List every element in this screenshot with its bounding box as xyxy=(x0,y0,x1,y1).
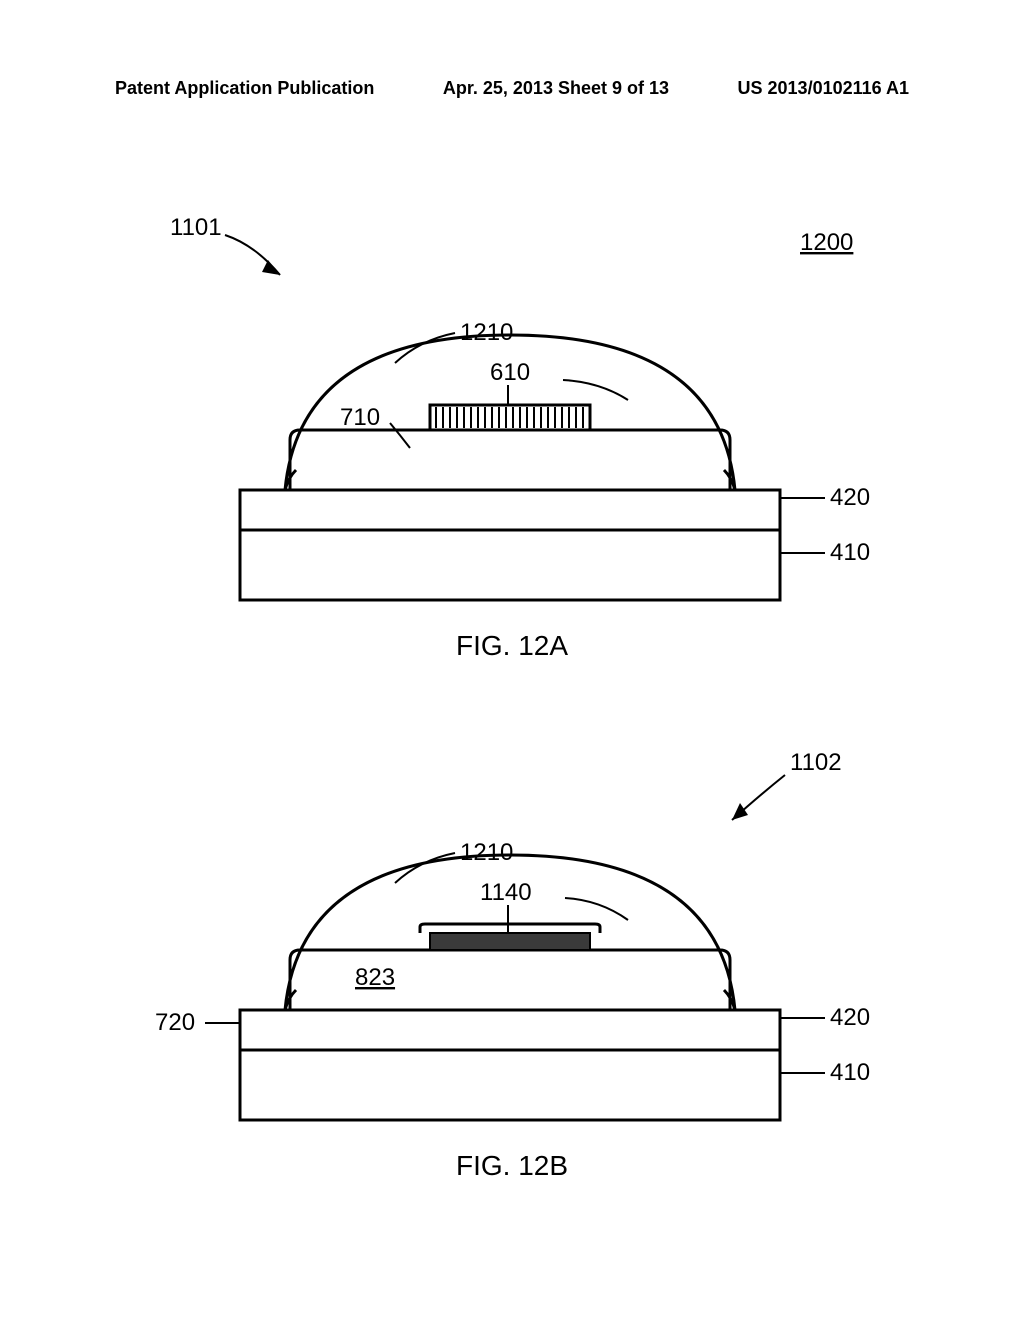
header-right: US 2013/0102116 A1 xyxy=(738,78,909,99)
label-1200: 1200 xyxy=(800,229,853,256)
label-420: 420 xyxy=(830,484,870,511)
label-710: 710 xyxy=(340,404,380,431)
label-610: 610 xyxy=(490,359,530,386)
header-left: Patent Application Publication xyxy=(115,78,374,99)
label-1210: 1210 xyxy=(460,319,513,346)
label-410b: 410 xyxy=(830,1059,870,1086)
figure-12b-svg: 1102 1210 1140 823 720 420 410 xyxy=(0,720,1024,1190)
figure-12a-svg: 1101 1200 1210 610 710 420 410 xyxy=(0,200,1024,670)
label-720: 720 xyxy=(155,1009,195,1036)
page-header: Patent Application Publication Apr. 25, … xyxy=(115,78,909,99)
figure-12a-caption: FIG. 12A xyxy=(456,630,568,662)
label-1102: 1102 xyxy=(790,749,842,776)
label-1210b: 1210 xyxy=(460,839,513,866)
figure-12b: 1102 1210 1140 823 720 420 410 FIG. 12B xyxy=(0,720,1024,1190)
label-420b: 420 xyxy=(830,1004,870,1031)
label-410: 410 xyxy=(830,539,870,566)
figure-12b-caption: FIG. 12B xyxy=(456,1150,568,1182)
label-1140: 1140 xyxy=(480,879,532,906)
figure-12a: 1101 1200 1210 610 710 420 410 FIG. 12A xyxy=(0,200,1024,670)
label-823: 823 xyxy=(355,964,395,991)
header-center: Apr. 25, 2013 Sheet 9 of 13 xyxy=(443,78,669,99)
label-1101: 1101 xyxy=(170,214,222,241)
